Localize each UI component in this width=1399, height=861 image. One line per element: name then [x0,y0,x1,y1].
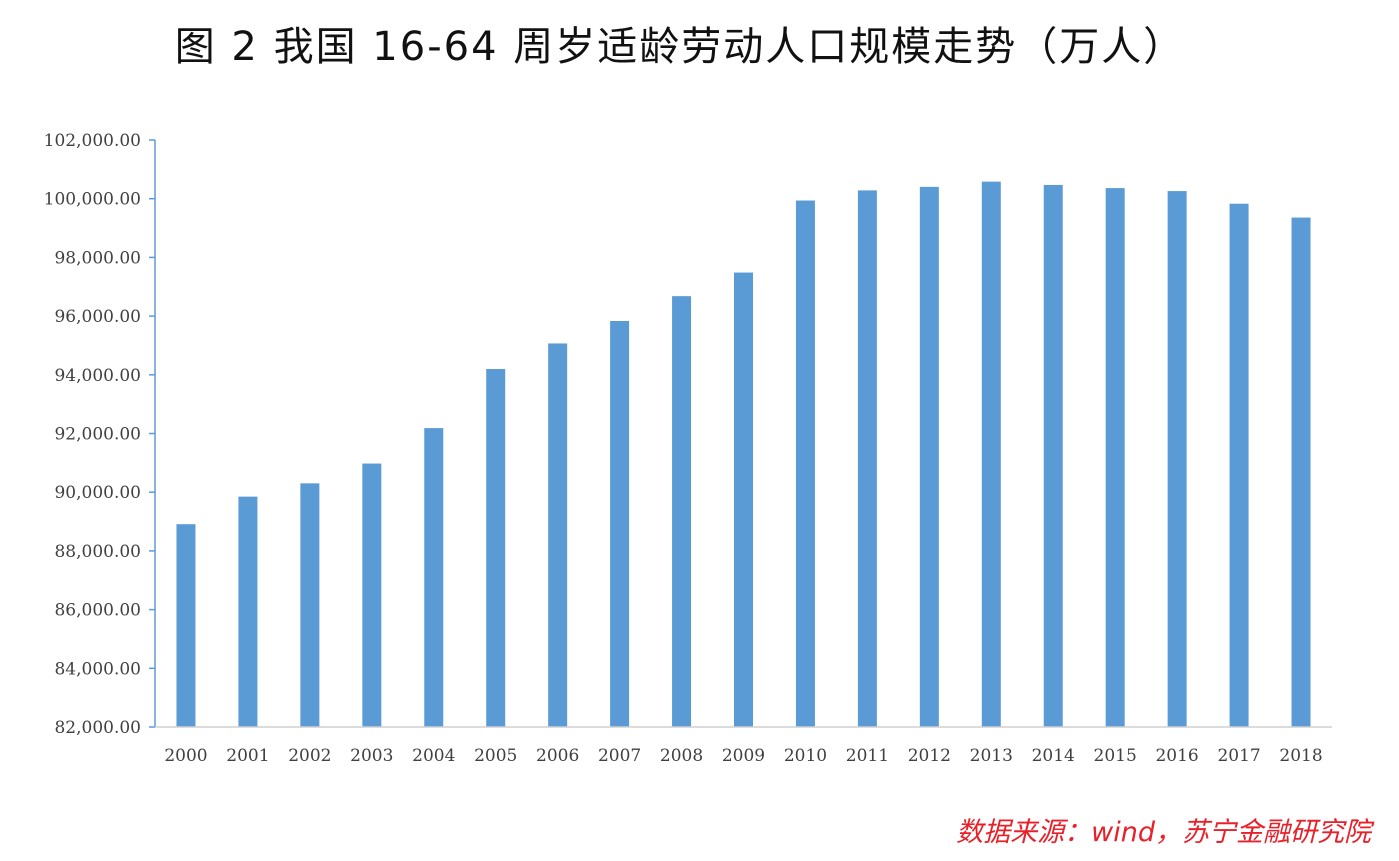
bar-2000 [176,524,196,727]
y-axis: 82,000.00 84,000.00 86,000.00 88,000.00 90,0… [44,131,156,738]
y-tick-label: 100,000.00 [44,190,141,210]
bar-2001 [238,496,258,727]
bar-2007 [610,321,630,727]
x-tick-label-2002: 2002 [288,746,331,766]
x-tick-label-2000: 2000 [164,746,207,766]
x-tick-label-2012: 2012 [908,746,951,766]
bar-2013 [981,181,1001,727]
chart-title: 图 2 我国 16-64 周岁适龄劳动人口规模走势（万人） [174,24,1186,70]
x-tick-label-2008: 2008 [660,746,703,766]
bars-group [176,181,1311,728]
x-tick-label-2004: 2004 [412,746,455,766]
x-tick-label-2010: 2010 [784,746,827,766]
y-tick-label: 90,000.00 [54,483,141,503]
y-tick-label: 94,000.00 [54,366,141,386]
x-tick-label-2009: 2009 [722,746,765,766]
y-tick-label: 92,000.00 [54,425,141,445]
bar-2004 [424,428,444,727]
bar-2002 [300,483,320,727]
bar-2011 [857,190,877,727]
bar-2003 [362,463,382,727]
x-tick-label-2007: 2007 [598,746,641,766]
x-tick-label-2001: 2001 [226,746,269,766]
y-tick-label: 98,000.00 [54,248,141,268]
y-tick-label: 102,000.00 [44,131,141,151]
x-tick-label-2017: 2017 [1217,746,1260,766]
x-tick-label-2006: 2006 [536,746,579,766]
x-tick-label-2016: 2016 [1155,746,1198,766]
y-tick-label: 96,000.00 [54,307,141,327]
x-tick-label-2014: 2014 [1032,746,1075,766]
bar-2009 [734,272,753,727]
bar-2014 [1043,184,1063,727]
source-note: 数据来源：wind，苏宁金融研究院 [956,817,1371,848]
x-tick-label-2011: 2011 [846,746,889,766]
bar-2016 [1167,191,1187,727]
x-tick-label-2015: 2015 [1094,746,1137,766]
bar-2017 [1229,203,1249,728]
x-axis: 2000 2001 2002 2003 2004 2005 2006 2007 2008 2009… [155,726,1332,766]
x-tick-label-2018: 2018 [1279,746,1322,766]
x-tick-label-2013: 2013 [970,746,1013,766]
bar-2015 [1105,188,1125,728]
x-tick-label-2003: 2003 [350,746,393,766]
bar-2005 [486,369,506,727]
y-tick-label: 88,000.00 [54,542,141,562]
bar-2012 [919,186,939,727]
bar-2008 [672,296,692,727]
bar-2010 [795,200,815,727]
x-tick-label-2005: 2005 [474,746,517,766]
y-tick-label: 82,000.00 [54,718,141,738]
y-tick-label: 84,000.00 [54,659,141,679]
bar-2006 [548,343,568,727]
y-tick-label: 86,000.00 [54,601,141,621]
bar-2018 [1291,217,1311,727]
